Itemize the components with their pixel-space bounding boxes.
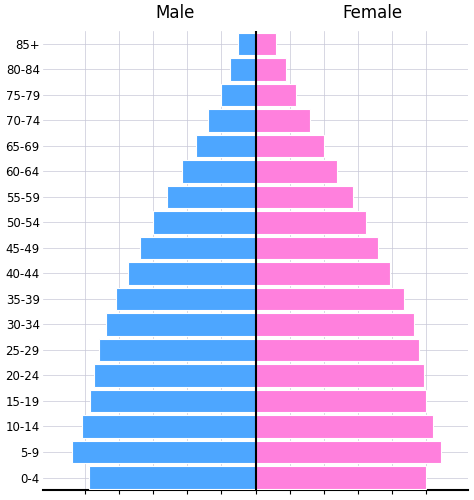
Bar [255, 313, 414, 336]
Bar [167, 186, 255, 208]
Bar [255, 236, 378, 259]
Text: Male: Male [155, 4, 194, 22]
Bar [128, 262, 255, 284]
Bar [255, 32, 276, 55]
Bar [255, 160, 337, 182]
Bar [255, 466, 426, 488]
Bar [255, 338, 419, 361]
Bar [255, 134, 324, 157]
Bar [238, 32, 255, 55]
Bar [182, 160, 255, 182]
Bar [230, 58, 255, 80]
Bar [89, 466, 255, 488]
Bar [255, 186, 353, 208]
Bar [255, 84, 296, 106]
Bar [221, 84, 255, 106]
Bar [255, 262, 390, 284]
Bar [106, 313, 255, 336]
Bar [94, 364, 255, 386]
Bar [140, 236, 255, 259]
Bar [255, 211, 366, 234]
Bar [99, 338, 255, 361]
Bar [82, 416, 255, 438]
Bar [255, 416, 433, 438]
Bar [90, 390, 255, 412]
Bar [196, 134, 255, 157]
Bar [255, 390, 426, 412]
Bar [255, 288, 404, 310]
Bar [116, 288, 255, 310]
Bar [255, 364, 424, 386]
Bar [208, 109, 255, 132]
Bar [72, 441, 255, 463]
Text: Female: Female [343, 4, 403, 22]
Bar [255, 109, 310, 132]
Bar [255, 441, 441, 463]
Bar [153, 211, 255, 234]
Bar [255, 58, 286, 80]
